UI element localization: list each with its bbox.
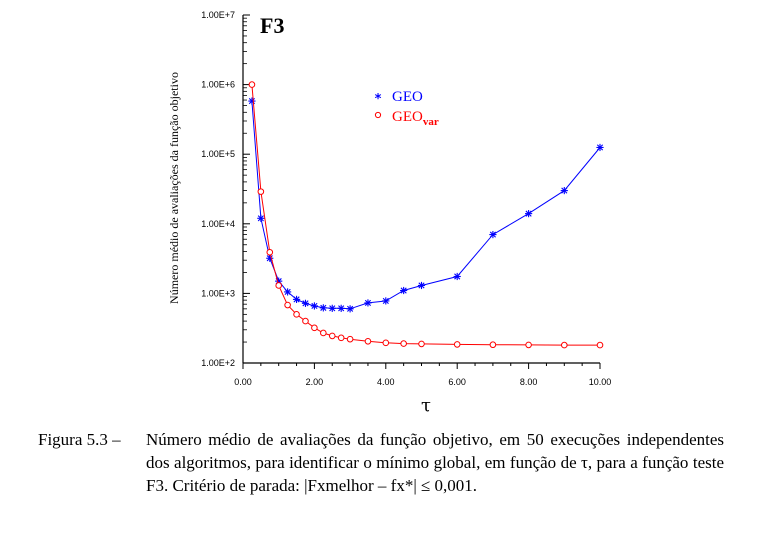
data-point-geovar xyxy=(284,301,291,309)
data-point-geo xyxy=(301,299,310,307)
data-point-geovar xyxy=(302,317,309,325)
data-point-geo xyxy=(525,210,533,218)
data-point-geovar xyxy=(418,340,425,348)
chart-title: F3 xyxy=(260,13,284,38)
data-point-geo xyxy=(382,297,390,305)
data-point-geovar xyxy=(320,329,327,337)
data-point-geo xyxy=(489,230,497,239)
plot-series xyxy=(248,81,604,349)
x-tick-label: 0.00 xyxy=(234,377,252,387)
legend: * GEO GEOvar xyxy=(375,89,439,128)
x-tick-label: 4.00 xyxy=(377,377,395,387)
data-point-geo xyxy=(417,281,426,290)
data-point-geo xyxy=(364,299,372,307)
data-point-geovar xyxy=(364,338,372,345)
legend-geovar-label: GEOvar xyxy=(392,109,439,128)
legend-geo-label: GEO xyxy=(392,89,423,105)
data-point-geovar xyxy=(346,335,354,343)
data-point-geo xyxy=(328,304,336,312)
data-point-geovar xyxy=(293,311,300,318)
data-point-geo xyxy=(292,295,301,303)
data-point-geo xyxy=(248,97,256,105)
caption-label: Figura 5.3 – xyxy=(38,430,121,449)
data-point-geovar xyxy=(400,340,407,347)
y-tick-label: 1.00E+4 xyxy=(201,219,235,229)
data-point-geo xyxy=(257,214,265,222)
legend-geovar-main: GEO xyxy=(392,109,423,125)
legend-geovar-marker-icon xyxy=(374,111,382,119)
y-tick-label: 1.00E+7 xyxy=(201,10,235,20)
legend-geovar-subscript: var xyxy=(423,116,439,128)
data-point-geovar xyxy=(596,341,604,349)
x-tick-label: 10.00 xyxy=(589,377,612,387)
data-point-geovar xyxy=(489,341,497,349)
data-point-geo xyxy=(319,304,327,312)
data-point-geovar xyxy=(453,341,461,348)
data-point-geovar xyxy=(525,341,532,349)
data-point-geovar xyxy=(382,339,390,347)
data-point-geo xyxy=(560,186,568,195)
data-point-geo xyxy=(337,304,345,312)
y-tick-label: 1.00E+6 xyxy=(201,80,235,90)
data-point-geovar xyxy=(328,332,336,340)
series-line-0 xyxy=(251,101,601,310)
caption-text: Número médio de avaliações da função obj… xyxy=(146,430,724,495)
y-tick-label: 1.00E+3 xyxy=(201,288,235,298)
x-tick-label: 6.00 xyxy=(448,377,466,387)
data-point-geovar xyxy=(311,324,318,332)
chart: 1.00E+2 1.00E+3 1.00E+4 1.00E+5 1.00E+6 1.00E… xyxy=(167,10,611,416)
data-point-geo xyxy=(346,305,354,313)
axis-ticks: 1.00E+2 1.00E+3 1.00E+4 1.00E+5 1.00E+6 1.00E… xyxy=(201,10,611,387)
data-point-geovar xyxy=(266,248,274,256)
data-point-geovar xyxy=(257,188,265,195)
data-point-geo xyxy=(400,286,408,295)
data-point-geovar xyxy=(248,81,256,88)
y-tick-label: 1.00E+5 xyxy=(201,149,235,159)
x-axis-label: τ xyxy=(421,395,431,416)
data-point-geo xyxy=(596,143,604,152)
data-point-geovar xyxy=(337,334,345,342)
data-point-geovar xyxy=(275,282,283,289)
legend-geo-marker-icon: * xyxy=(375,92,382,107)
x-tick-label: 8.00 xyxy=(520,377,538,387)
data-point-geo xyxy=(284,288,292,296)
data-point-geovar xyxy=(561,341,568,349)
data-point-geo xyxy=(453,272,461,281)
x-tick-label: 2.00 xyxy=(306,377,324,387)
y-axis-label: Número médio de avaliações da função obj… xyxy=(167,72,181,304)
data-point-geo xyxy=(310,302,318,310)
y-tick-label: 1.00E+2 xyxy=(201,358,235,368)
